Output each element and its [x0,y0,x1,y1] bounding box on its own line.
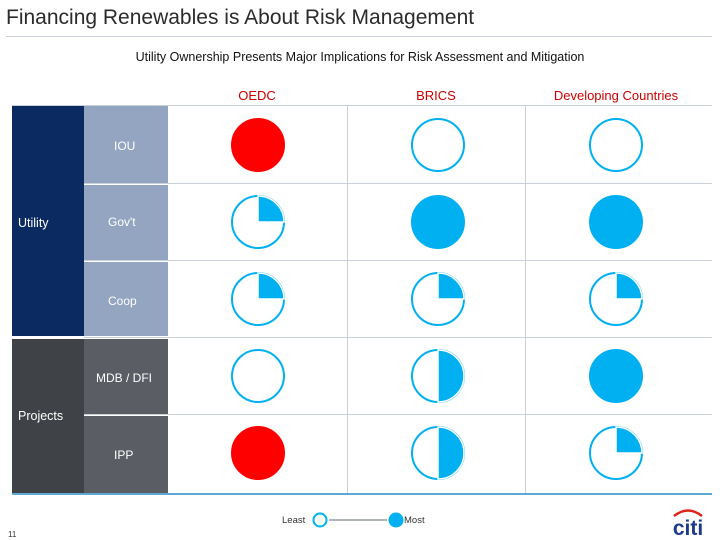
harvey-ball-brics [411,272,465,326]
group-utility-label: Utility [18,216,49,230]
harvey-ball-brics [411,349,465,403]
harvey-ball-oedc [231,118,285,172]
row-label-coop: Coop [84,262,168,336]
row-divider [84,183,712,184]
grid-bottom-rule [12,493,712,495]
row-label-govt: Gov't [84,185,168,260]
harvey-ball-brics [411,426,465,480]
harvey-ball-fill [257,272,285,300]
harvey-ball-brics [411,195,465,249]
legend-full-ball [388,512,404,528]
citi-logo: citi [673,509,703,538]
harvey-ball-oedc [231,195,285,249]
slide-title: Financing Renewables is About Risk Manag… [6,6,475,29]
harvey-ball-outline [589,349,643,403]
harvey-ball-outline [411,118,465,172]
row-divider [84,260,712,261]
harvey-ball-fill [615,272,643,300]
harvey-ball-outline [589,118,643,172]
row-divider [84,337,712,338]
harvey-ball-fill [437,426,465,480]
harvey-ball-developing-countries [589,349,643,403]
row-label-ipp: IPP [84,416,168,493]
group-projects-label: Projects [18,409,64,423]
legend-empty-ball [312,512,328,528]
harvey-ball-brics [411,118,465,172]
harvey-ball-outline [231,349,285,403]
slide-subtitle: Utility Ownership Presents Major Implica… [135,50,585,64]
column-header-oedc: OEDC [238,88,276,103]
logo-arc [673,509,703,518]
column-header-developing-countries: Developing Countries [553,88,679,103]
harvey-ball-fill [615,426,643,454]
page-number: 11 [8,530,17,539]
harvey-ball-fill [437,349,465,403]
harvey-ball-developing-countries [589,272,643,326]
harvey-ball-oedc [231,426,285,480]
harvey-ball-developing-countries [589,118,643,172]
group-projects: Projects [12,339,84,493]
row-divider [84,414,712,415]
column-divider [525,106,526,493]
harvey-ball-developing-countries [589,195,643,249]
harvey-ball-fill [257,195,285,223]
legend-most-label: Most [404,515,425,526]
harvey-ball-outline [589,195,643,249]
logo-text: citi [673,517,703,538]
legend-scale [312,512,404,528]
harvey-ball-outline [231,118,285,172]
legend-least-label: Least [282,515,306,526]
harvey-ball-outline [411,195,465,249]
harvey-ball-outline [231,426,285,480]
row-label-iou: IOU [84,106,168,183]
column-header-brics: BRICS [416,88,456,103]
harvey-ball-developing-countries [589,426,643,480]
group-utility: Utility [12,106,84,336]
title-divider [6,36,712,37]
harvey-ball-oedc [231,272,285,326]
row-label-mdb-dfi: MDB / DFI [84,339,168,414]
harvey-ball-fill [437,272,465,300]
grid-top-divider [12,105,712,106]
column-divider [347,106,348,493]
harvey-ball-oedc [231,349,285,403]
